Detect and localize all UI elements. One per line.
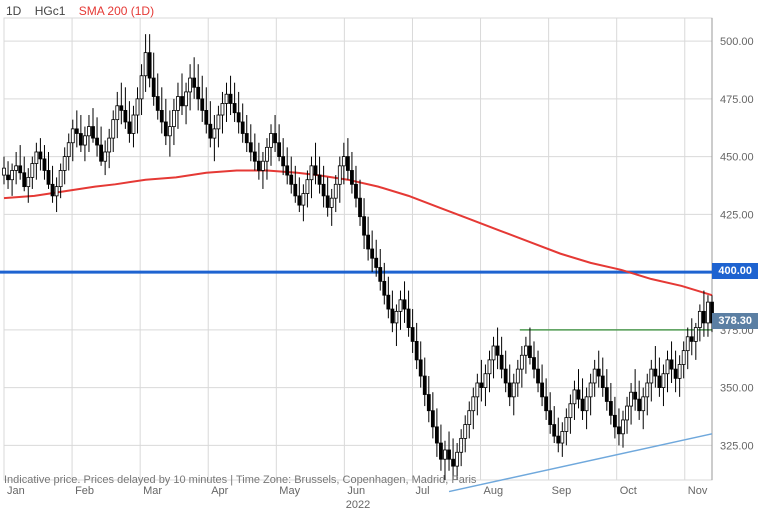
svg-text:2022: 2022 xyxy=(346,499,370,511)
svg-text:Feb: Feb xyxy=(75,485,94,497)
sma-label: SMA 200 (1D) xyxy=(79,4,154,18)
svg-text:Apr: Apr xyxy=(211,485,228,497)
symbol-label: HGc1 xyxy=(35,4,66,18)
svg-text:May: May xyxy=(279,485,300,497)
svg-text:475.00: 475.00 xyxy=(720,94,754,106)
svg-text:Jul: Jul xyxy=(415,485,429,497)
last-price-tag: 378.30 xyxy=(712,313,758,329)
chart-container: 1D HGc1 SMA 200 (1D) 325.00350.00375.004… xyxy=(0,0,758,514)
chart-header: 1D HGc1 SMA 200 (1D) xyxy=(6,4,164,18)
svg-text:Oct: Oct xyxy=(620,485,637,497)
svg-text:Sep: Sep xyxy=(552,485,572,497)
svg-text:325.00: 325.00 xyxy=(720,440,754,452)
svg-text:Aug: Aug xyxy=(484,485,504,497)
svg-text:500.00: 500.00 xyxy=(720,36,754,48)
hline-price-tag: 400.00 xyxy=(712,263,758,279)
svg-text:450.00: 450.00 xyxy=(720,152,754,164)
svg-text:Jan: Jan xyxy=(7,485,25,497)
svg-text:425.00: 425.00 xyxy=(720,209,754,221)
price-chart[interactable]: 325.00350.00375.00400.00425.00450.00475.… xyxy=(0,0,758,514)
interval-label: 1D xyxy=(6,4,21,18)
disclaimer-text: Indicative price. Prices delayed by 10 m… xyxy=(4,474,476,486)
svg-text:Mar: Mar xyxy=(143,485,162,497)
svg-text:Nov: Nov xyxy=(688,485,708,497)
svg-text:350.00: 350.00 xyxy=(720,383,754,395)
svg-text:Jun: Jun xyxy=(347,485,365,497)
